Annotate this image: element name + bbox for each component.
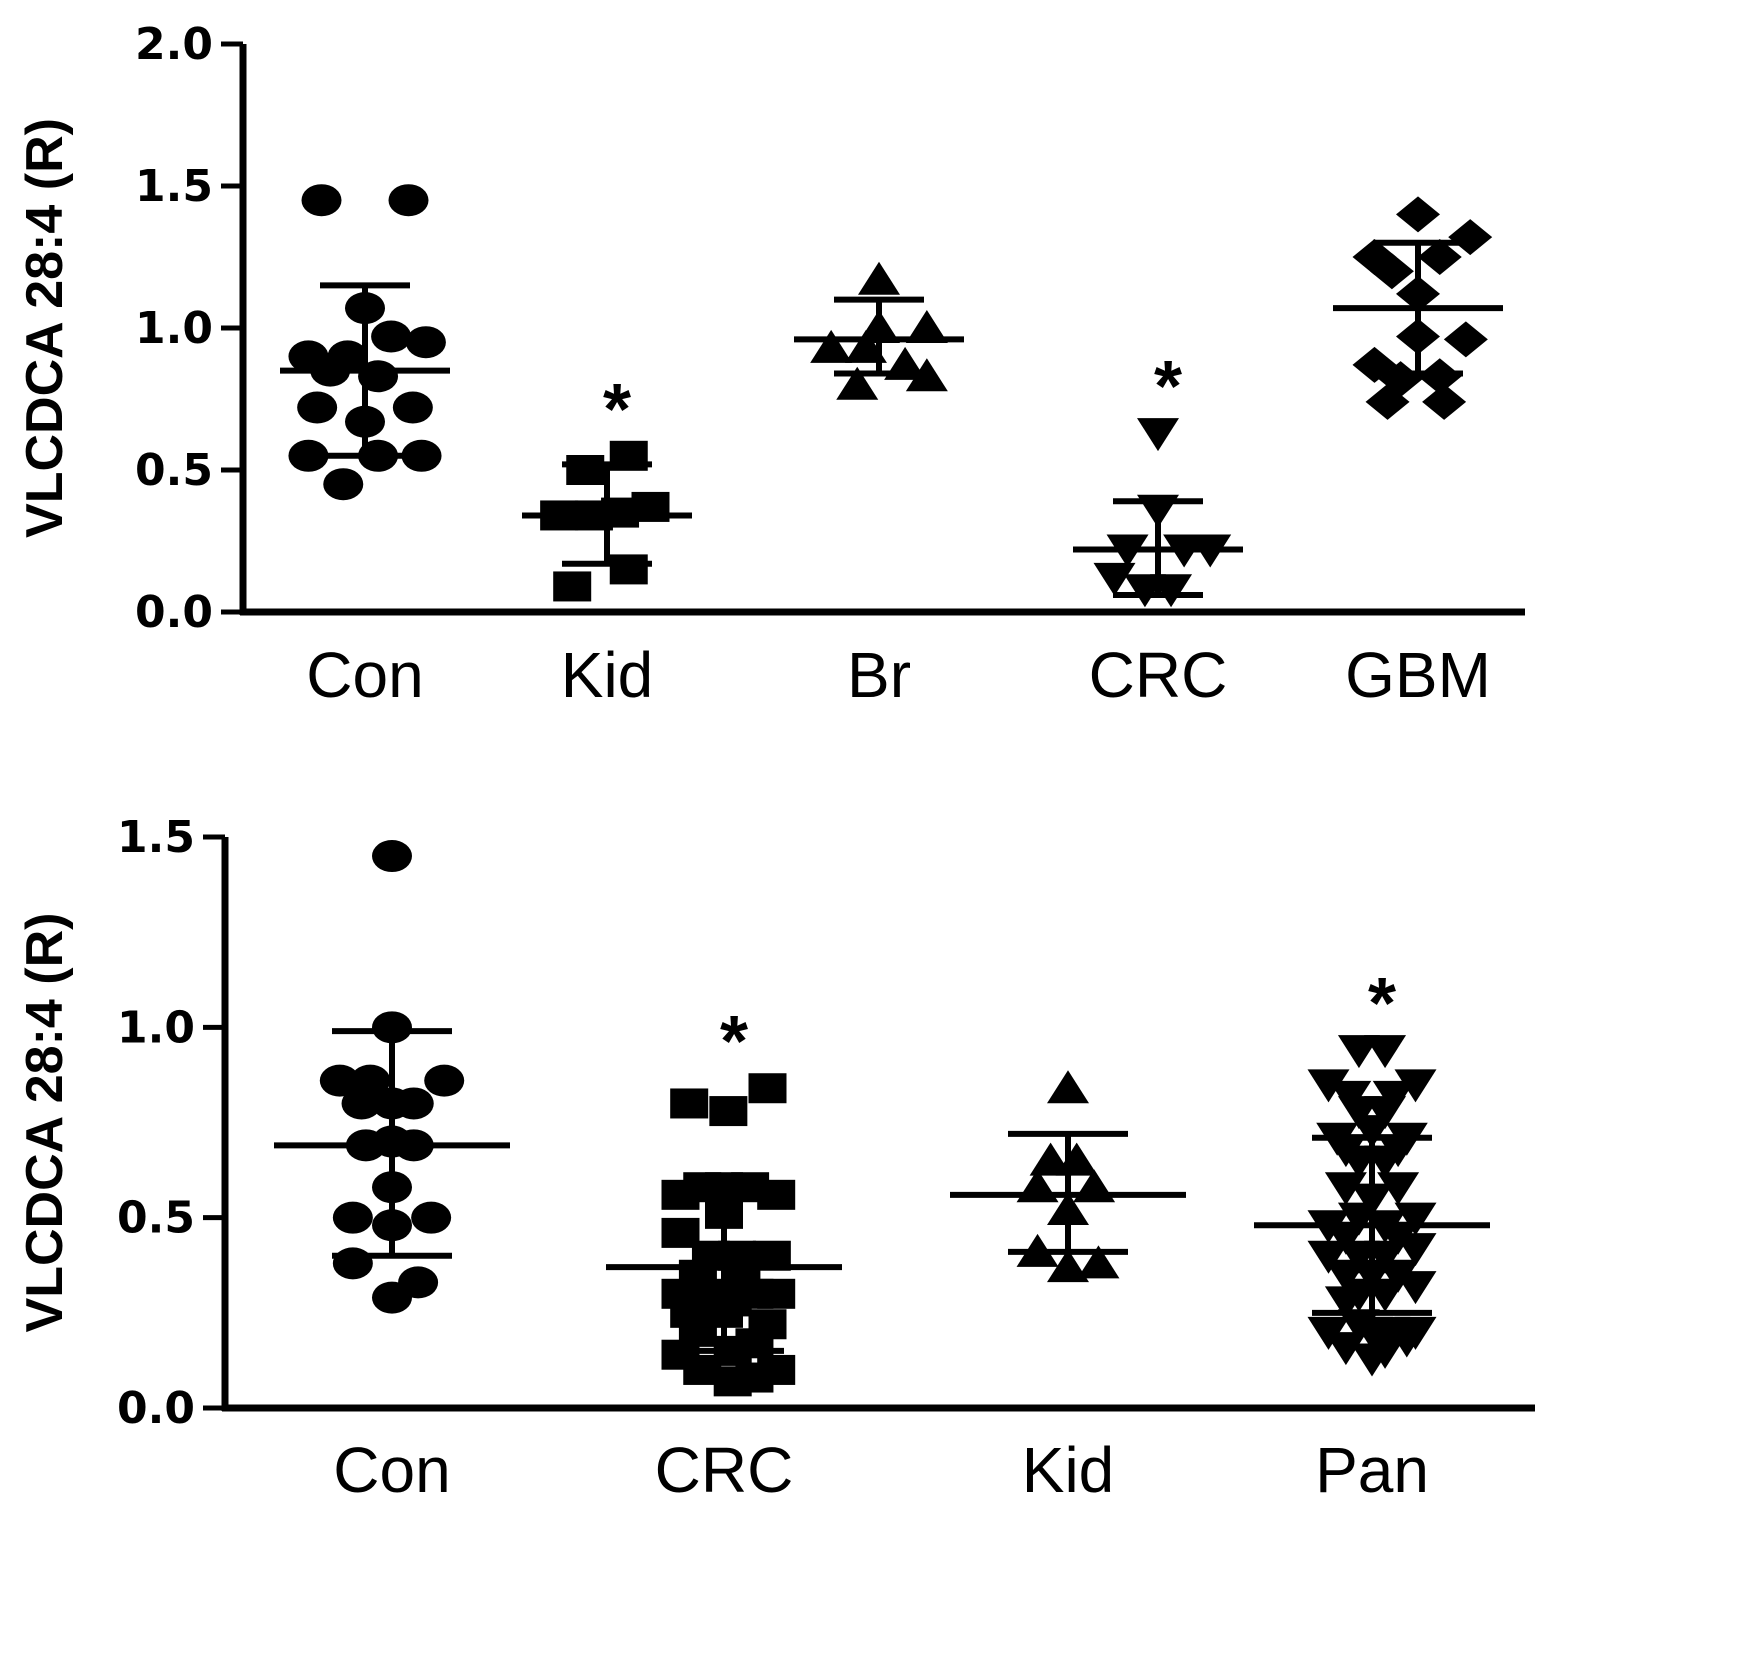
group-crc: * <box>1073 347 1243 608</box>
data-point <box>1364 1035 1407 1069</box>
data-point <box>905 310 948 343</box>
data-point <box>1093 562 1136 596</box>
data-point <box>1396 196 1440 233</box>
category-label: Kid <box>561 639 654 711</box>
data-point <box>1324 1332 1367 1366</box>
data-point <box>323 468 364 501</box>
data-point <box>332 1247 373 1280</box>
y-tick-label: 1.5 <box>135 161 213 212</box>
y-axis-title: VLCDCA 28:4 (R) <box>16 118 74 538</box>
category-label: CRC <box>1089 639 1228 711</box>
category-label: Br <box>847 639 911 711</box>
data-point <box>1351 1343 1393 1377</box>
group-kid <box>950 1070 1186 1283</box>
data-point <box>858 261 900 295</box>
y-tick-label: 0.5 <box>135 445 213 496</box>
data-point <box>297 391 338 424</box>
data-point <box>709 1096 748 1127</box>
data-point <box>566 455 605 485</box>
data-point <box>1394 1271 1437 1305</box>
top-panel: 0.0 0.5 1.0 1.5 2.0 VLCDCA 28:4 (R) Con Kid Br CR… <box>16 19 1525 711</box>
data-point <box>748 1073 787 1104</box>
significance-star: * <box>720 1002 748 1082</box>
data-point <box>1307 1240 1350 1274</box>
data-point <box>905 358 948 392</box>
data-point <box>392 391 433 424</box>
data-point <box>1394 1202 1437 1236</box>
bottom-panel: 0.0 0.5 1.0 1.5 VLCDCA 28:4 (R) Con CRC Kid Pan *… <box>16 812 1535 1506</box>
y-tick-label: 0.0 <box>117 1383 195 1434</box>
data-point <box>757 1354 796 1385</box>
y-tick-label: 2.0 <box>135 19 213 70</box>
data-point <box>1055 1142 1098 1176</box>
data-point <box>401 439 442 472</box>
y-axis-title: VLCDCA 28:4 (R) <box>16 913 74 1333</box>
group-con <box>280 184 450 501</box>
data-point <box>1307 1069 1350 1103</box>
data-point <box>1385 1324 1428 1358</box>
data-point <box>388 184 429 217</box>
data-point <box>1369 253 1414 290</box>
data-point <box>1394 1069 1437 1103</box>
significance-star: * <box>1154 347 1182 427</box>
significance-star: * <box>1368 964 1396 1044</box>
data-point <box>670 1088 709 1119</box>
data-point <box>424 1064 465 1097</box>
data-point <box>372 1011 412 1044</box>
data-point <box>1047 1070 1089 1104</box>
group-kid: * <box>522 370 692 602</box>
data-point <box>553 571 592 602</box>
data-point <box>1448 219 1493 256</box>
data-point <box>411 1201 452 1234</box>
data-point <box>810 329 853 363</box>
data-point <box>1422 383 1467 420</box>
y-tick-label: 1.5 <box>117 812 195 863</box>
data-point <box>757 1278 796 1309</box>
data-point <box>1365 383 1410 420</box>
data-point <box>1324 1221 1367 1255</box>
data-point <box>1137 418 1179 452</box>
y-tick-label: 0.5 <box>117 1193 195 1244</box>
data-point <box>1351 1115 1393 1149</box>
data-point <box>1417 239 1462 275</box>
y-tick-label: 0.0 <box>135 587 213 638</box>
data-point <box>301 184 342 217</box>
data-point <box>405 326 446 359</box>
data-point <box>1324 1286 1367 1320</box>
data-point <box>836 366 879 400</box>
data-point <box>371 320 412 353</box>
category-label: Con <box>306 639 423 711</box>
data-point <box>1077 1245 1120 1279</box>
y-tick-label: 1.0 <box>135 303 213 354</box>
category-label: Kid <box>1022 1434 1115 1506</box>
significance-star: * <box>603 370 631 450</box>
data-point <box>332 1201 373 1234</box>
data-point <box>1364 1096 1407 1130</box>
group-br <box>794 261 964 400</box>
group-con <box>274 840 510 1314</box>
group-pan: * <box>1254 964 1490 1377</box>
y-tick-label: 1.0 <box>117 1002 195 1053</box>
data-point <box>372 840 412 873</box>
group-crc: * <box>606 1002 842 1397</box>
data-point <box>319 1064 360 1097</box>
group-gbm <box>1333 196 1503 420</box>
data-point <box>341 1087 382 1120</box>
data-point <box>288 439 329 472</box>
data-point <box>1047 1249 1089 1283</box>
category-label: CRC <box>655 1434 794 1506</box>
data-point <box>1443 321 1488 358</box>
category-label: Pan <box>1315 1434 1429 1506</box>
data-point <box>1394 1233 1437 1267</box>
data-point <box>372 1281 412 1314</box>
category-label: Con <box>333 1434 450 1506</box>
data-point <box>609 554 648 585</box>
data-point <box>1324 1172 1367 1206</box>
data-point <box>1377 1172 1420 1206</box>
category-label: GBM <box>1345 639 1491 711</box>
